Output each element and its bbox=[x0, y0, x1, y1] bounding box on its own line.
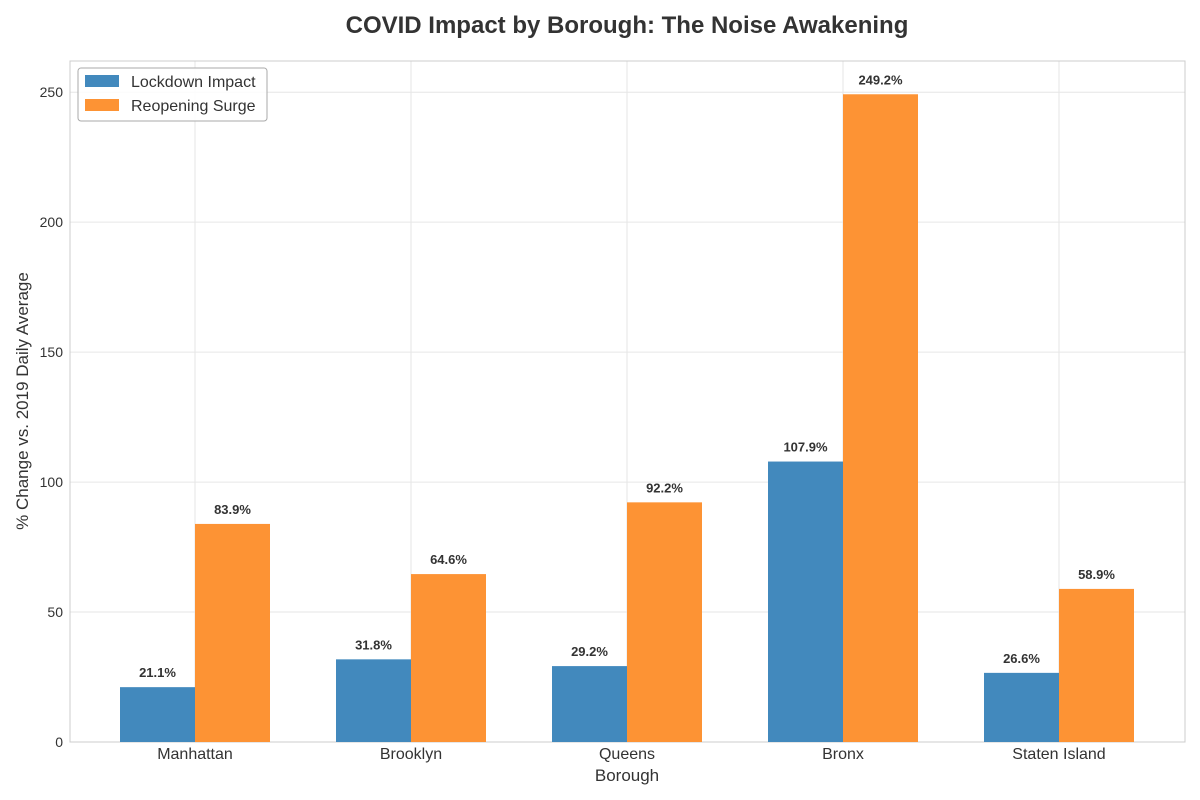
y-axis-label: % Change vs. 2019 Daily Average bbox=[13, 272, 32, 530]
data-label: 31.8% bbox=[355, 637, 392, 652]
bar-reopening bbox=[627, 502, 702, 742]
data-label: 92.2% bbox=[646, 480, 683, 495]
x-tick-label: Staten Island bbox=[1012, 746, 1105, 763]
bar-reopening bbox=[843, 94, 918, 743]
legend-label-reopening: Reopening Surge bbox=[131, 98, 256, 115]
x-tick-label: Brooklyn bbox=[380, 746, 442, 763]
y-tick-label: 250 bbox=[40, 84, 64, 100]
legend-swatch-reopening bbox=[85, 99, 119, 111]
x-tick-label: Manhattan bbox=[157, 746, 233, 763]
data-label: 64.6% bbox=[430, 552, 467, 567]
y-tick-label: 100 bbox=[40, 474, 64, 490]
bar-reopening bbox=[195, 523, 270, 742]
data-label: 249.2% bbox=[858, 72, 903, 87]
data-label: 58.9% bbox=[1078, 567, 1115, 582]
data-label: 29.2% bbox=[571, 644, 608, 659]
bar-lockdown bbox=[768, 461, 843, 742]
bar-lockdown bbox=[552, 666, 627, 742]
y-tick-label: 150 bbox=[40, 344, 64, 360]
data-label: 21.1% bbox=[139, 665, 176, 680]
x-tick-label: Bronx bbox=[822, 746, 864, 763]
bars: 21.1% 83.9% 31.8% 64.6% 29.2% 92.2% 107.9% 249.… bbox=[120, 72, 1134, 743]
legend-swatch-lockdown bbox=[85, 75, 119, 87]
legend: Lockdown Impact Reopening Surge bbox=[77, 67, 268, 122]
chart-title: COVID Impact by Borough: The Noise Awake… bbox=[346, 12, 909, 39]
y-axis-ticks: 0 50 100 150 200 250 bbox=[40, 84, 64, 750]
bar-lockdown bbox=[336, 659, 411, 742]
bar-reopening bbox=[411, 574, 486, 742]
data-label: 83.9% bbox=[214, 502, 251, 517]
bar-lockdown bbox=[984, 672, 1059, 742]
y-tick-label: 50 bbox=[47, 604, 63, 620]
data-label: 26.6% bbox=[1003, 651, 1040, 666]
legend-label-lockdown: Lockdown Impact bbox=[131, 74, 256, 91]
y-tick-label: 200 bbox=[40, 214, 64, 230]
bar-lockdown bbox=[120, 687, 195, 742]
x-tick-label: Queens bbox=[599, 746, 655, 763]
legend-frame bbox=[77, 67, 268, 122]
y-tick-label: 0 bbox=[55, 734, 63, 750]
x-axis-ticks: Manhattan Brooklyn Queens Bronx Staten Islan… bbox=[157, 746, 1106, 763]
x-axis-label: Borough bbox=[595, 766, 659, 785]
data-label: 107.9% bbox=[783, 440, 828, 455]
bar-reopening bbox=[1059, 588, 1134, 742]
